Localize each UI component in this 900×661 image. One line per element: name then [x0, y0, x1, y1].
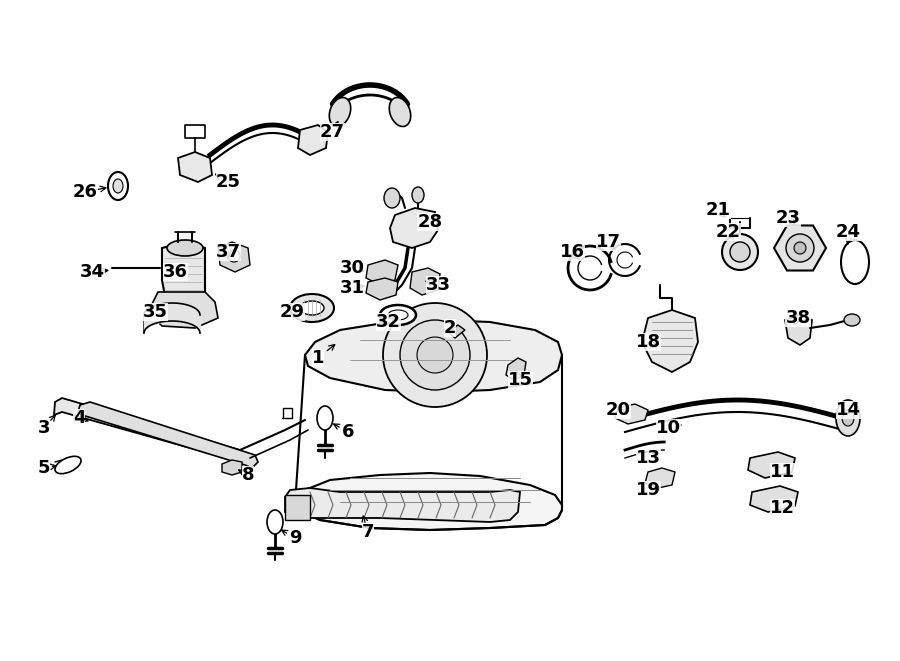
Circle shape	[794, 242, 806, 254]
Polygon shape	[642, 310, 698, 372]
Text: 14: 14	[835, 401, 860, 419]
Text: 27: 27	[320, 123, 345, 141]
Circle shape	[786, 234, 814, 262]
Polygon shape	[222, 460, 242, 475]
Polygon shape	[410, 268, 440, 295]
Text: 17: 17	[596, 233, 620, 251]
Circle shape	[417, 337, 453, 373]
Polygon shape	[366, 260, 398, 285]
Text: 13: 13	[635, 449, 661, 467]
Text: 12: 12	[770, 499, 795, 517]
Text: 30: 30	[339, 259, 365, 277]
Polygon shape	[615, 404, 648, 424]
Text: 6: 6	[342, 423, 355, 441]
Polygon shape	[785, 315, 812, 345]
Text: 26: 26	[73, 183, 97, 201]
Polygon shape	[285, 495, 310, 520]
Ellipse shape	[317, 406, 333, 430]
Ellipse shape	[841, 240, 869, 284]
Text: 32: 32	[375, 313, 401, 331]
Text: 20: 20	[606, 401, 631, 419]
Text: 31: 31	[339, 279, 365, 297]
Text: 15: 15	[508, 371, 533, 389]
Circle shape	[730, 242, 750, 262]
Text: 9: 9	[289, 529, 302, 547]
Text: 22: 22	[716, 223, 741, 241]
Text: 18: 18	[635, 333, 661, 351]
Circle shape	[400, 320, 470, 390]
Polygon shape	[645, 468, 675, 488]
Polygon shape	[366, 278, 398, 300]
Ellipse shape	[388, 310, 408, 320]
Polygon shape	[390, 208, 438, 248]
Polygon shape	[148, 292, 218, 328]
Ellipse shape	[55, 456, 81, 474]
Text: 38: 38	[786, 309, 811, 327]
Circle shape	[383, 303, 487, 407]
Polygon shape	[506, 358, 526, 380]
Text: 36: 36	[163, 263, 187, 281]
Polygon shape	[774, 225, 826, 270]
Polygon shape	[78, 402, 258, 468]
Ellipse shape	[412, 187, 424, 203]
Polygon shape	[162, 242, 205, 302]
Text: 16: 16	[560, 243, 584, 261]
Text: 1: 1	[311, 349, 324, 367]
Circle shape	[228, 250, 240, 262]
Text: 10: 10	[655, 419, 680, 437]
Text: 25: 25	[215, 173, 240, 191]
Text: 23: 23	[776, 209, 800, 227]
Circle shape	[722, 234, 758, 270]
Polygon shape	[54, 398, 250, 465]
Text: 33: 33	[426, 276, 451, 294]
Ellipse shape	[329, 97, 351, 126]
Polygon shape	[748, 452, 795, 478]
Text: 8: 8	[242, 466, 255, 484]
Text: 11: 11	[770, 463, 795, 481]
Text: 29: 29	[280, 303, 304, 321]
Text: 21: 21	[706, 201, 731, 219]
Polygon shape	[305, 320, 562, 392]
Text: 19: 19	[635, 481, 661, 499]
Ellipse shape	[267, 510, 283, 534]
Polygon shape	[285, 488, 520, 522]
Text: 3: 3	[38, 419, 50, 437]
Text: 24: 24	[835, 223, 860, 241]
Ellipse shape	[113, 179, 123, 193]
Text: 2: 2	[444, 319, 456, 337]
Ellipse shape	[290, 294, 334, 322]
Text: 5: 5	[38, 459, 50, 477]
Polygon shape	[178, 152, 212, 182]
Polygon shape	[218, 242, 250, 272]
Ellipse shape	[844, 314, 860, 326]
Ellipse shape	[384, 188, 400, 208]
Ellipse shape	[300, 301, 324, 315]
Text: 37: 37	[215, 243, 240, 261]
Polygon shape	[298, 125, 328, 155]
Ellipse shape	[167, 240, 203, 256]
Text: 35: 35	[142, 303, 167, 321]
Ellipse shape	[108, 172, 128, 200]
Text: 34: 34	[79, 263, 104, 281]
Polygon shape	[295, 473, 562, 530]
Text: 7: 7	[362, 523, 374, 541]
Text: 4: 4	[73, 409, 86, 427]
Ellipse shape	[836, 400, 860, 436]
Polygon shape	[750, 486, 798, 512]
Ellipse shape	[390, 97, 410, 126]
Ellipse shape	[380, 305, 416, 325]
Ellipse shape	[842, 410, 854, 426]
Polygon shape	[448, 325, 465, 338]
Text: 28: 28	[418, 213, 443, 231]
